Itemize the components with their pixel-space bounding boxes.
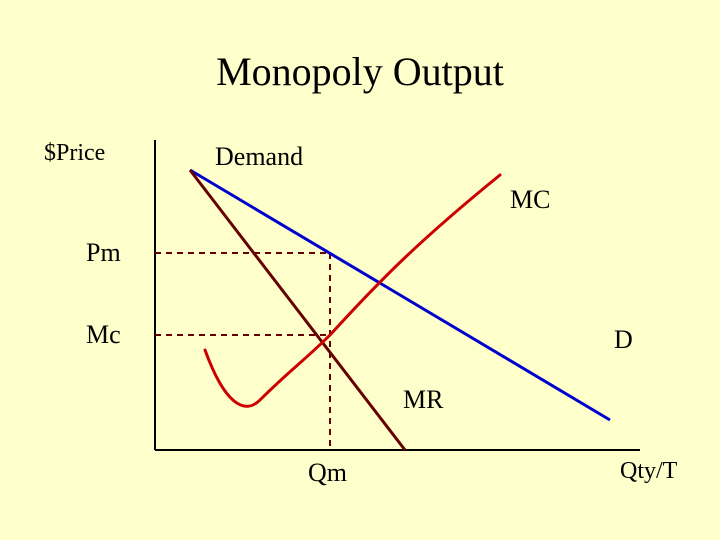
monopoly-chart	[0, 0, 720, 540]
mr-label: MR	[403, 385, 443, 415]
mc-label: MC	[510, 185, 550, 215]
slide: Monopoly Output $Price Qty/T Demand D MR…	[0, 0, 720, 540]
qm-label: Qm	[308, 458, 347, 488]
demand-end-label: D	[614, 325, 633, 355]
demand-label: Demand	[215, 142, 303, 172]
x-axis-label: Qty/T	[620, 458, 677, 485]
mc-price-label: Mc	[86, 320, 121, 350]
pm-label: Pm	[86, 238, 121, 268]
y-axis-label: $Price	[44, 140, 105, 167]
